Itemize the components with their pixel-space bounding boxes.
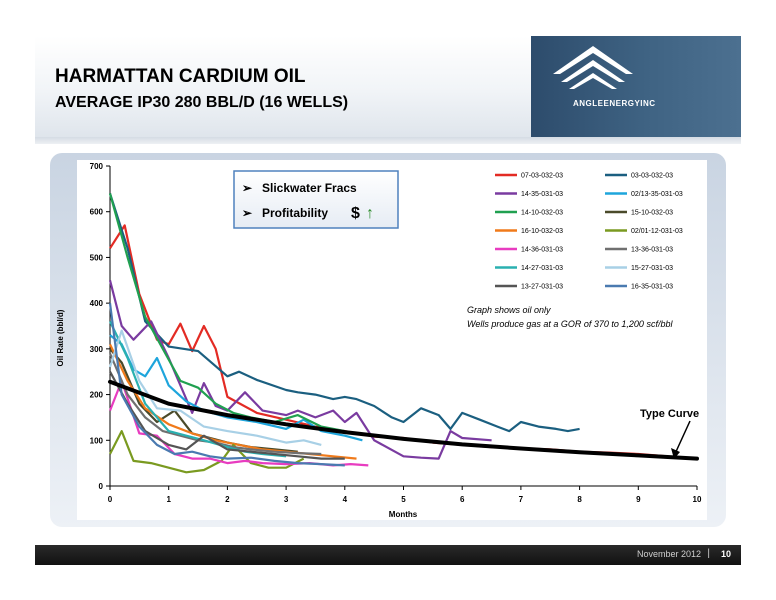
y-tick-label: 500 bbox=[90, 253, 104, 262]
header-rule bbox=[35, 137, 741, 144]
note-line-1: Graph shows oil only bbox=[467, 305, 551, 315]
up-arrow-icon: ↑ bbox=[366, 205, 374, 222]
dollar-sign: $ bbox=[351, 205, 360, 222]
legend-label: 14-27-031-03 bbox=[521, 265, 563, 272]
slide-footer: November 2012 | 10 bbox=[35, 545, 741, 565]
legend: 07-03-032-03 03-03-032-03 14-35-031-03 02/1… bbox=[495, 173, 683, 291]
legend-label: 14-35-031-03 bbox=[521, 191, 563, 198]
y-tick-label: 100 bbox=[90, 436, 104, 445]
series-line-14-35-031-03 bbox=[108, 280, 492, 460]
type-curve-line bbox=[108, 379, 699, 461]
footer-date: November 2012 bbox=[636, 549, 701, 559]
y-axis-label: Oil Rate (bbl/d) bbox=[56, 309, 65, 366]
legend-label: 07-03-032-03 bbox=[521, 173, 563, 180]
slide-title: HARMATTAN CARDIUM OIL bbox=[55, 66, 306, 87]
page-number: 10 bbox=[720, 549, 731, 559]
x-tick-label: 0 bbox=[108, 495, 113, 504]
x-tick-label: 5 bbox=[401, 495, 406, 504]
x-tick-label: 3 bbox=[284, 495, 289, 504]
x-tick-label: 6 bbox=[460, 495, 465, 504]
x-axis: 0 1 2 3 4 5 6 7 8 9 10 bbox=[108, 485, 702, 504]
type-curve-group bbox=[108, 379, 699, 461]
type-curve-label: Type Curve bbox=[640, 408, 699, 420]
series-line-16-35-031-03 bbox=[108, 302, 345, 467]
y-axis: 0 100 200 300 400 500 600 700 bbox=[90, 162, 111, 491]
y-tick-label: 300 bbox=[90, 345, 104, 354]
x-tick-label: 4 bbox=[343, 495, 348, 504]
legend-label: 13-27-031-03 bbox=[521, 284, 563, 291]
x-tick-label: 1 bbox=[166, 495, 171, 504]
pointer-arrowhead-icon bbox=[671, 448, 680, 459]
legend-label: 15-10-032-03 bbox=[631, 210, 673, 217]
legend-label: 15-27-031-03 bbox=[631, 265, 673, 272]
type-curve-pointer bbox=[673, 420, 691, 457]
slide-header: HARMATTAN CARDIUM OIL AVERAGE IP30 280 B… bbox=[35, 36, 741, 137]
series-line-02-01-12-031-03 bbox=[109, 430, 305, 474]
legend-label: 16-35-031-03 bbox=[631, 284, 673, 291]
callout-box: ➢ Slickwater Fracs ➢ Profitability $ ↑ bbox=[233, 170, 399, 229]
legend-label: 14-36-031-03 bbox=[521, 247, 563, 254]
callout-bullet-1: Slickwater Fracs bbox=[262, 181, 357, 195]
legend-label: 14-10-032-03 bbox=[521, 210, 563, 217]
legend-label: 16-10-032-03 bbox=[521, 228, 563, 235]
legend-label: 02/13-35-031-03 bbox=[631, 191, 683, 198]
y-tick-label: 200 bbox=[90, 391, 104, 400]
x-tick-label: 8 bbox=[577, 495, 582, 504]
series-line-14-10-032-03 bbox=[108, 193, 346, 433]
bullet-arrow-icon: ➢ bbox=[242, 206, 253, 220]
x-axis-label: Months bbox=[389, 510, 418, 519]
series-line-15-27-031-03 bbox=[108, 329, 322, 446]
legend-label: 03-03-032-03 bbox=[631, 173, 673, 180]
x-tick-label: 9 bbox=[636, 495, 641, 504]
legend-label: 02/01-12-031-03 bbox=[631, 228, 683, 235]
y-tick-label: 0 bbox=[99, 482, 104, 491]
logo-chevron-icon bbox=[553, 46, 633, 89]
x-tick-label: 10 bbox=[693, 495, 702, 504]
legend-label: 13-36-031-03 bbox=[631, 247, 673, 254]
x-tick-label: 2 bbox=[225, 495, 230, 504]
series-line-13-27-031-03 bbox=[109, 371, 345, 460]
note-line-2: Wells produce gas at a GOR of 370 to 1,2… bbox=[467, 319, 673, 329]
y-tick-label: 400 bbox=[90, 299, 104, 308]
series-line-03-03-032-03 bbox=[108, 193, 580, 433]
logo-panel bbox=[531, 36, 741, 137]
slide-subtitle: AVERAGE IP30 280 BBL/D (16 WELLS) bbox=[55, 94, 349, 111]
bullet-arrow-icon: ➢ bbox=[242, 181, 253, 195]
oil-rate-chart: 0 100 200 300 400 500 600 700 0 1 2 3 4 5 6 7 8 9 10 Oil … bbox=[50, 153, 726, 527]
x-tick-label: 7 bbox=[519, 495, 524, 504]
footer-separator: | bbox=[707, 548, 710, 559]
y-tick-label: 700 bbox=[90, 162, 104, 171]
callout-bullet-2: Profitability bbox=[262, 206, 328, 220]
y-tick-label: 600 bbox=[90, 208, 104, 217]
company-logo-text: ANGLEENERGYINC bbox=[573, 99, 656, 108]
